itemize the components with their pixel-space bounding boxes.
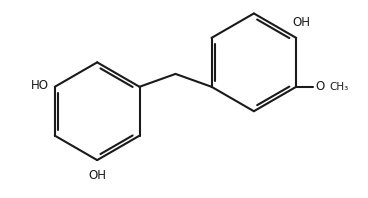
Text: OH: OH xyxy=(88,169,106,182)
Text: O: O xyxy=(315,80,325,93)
Text: HO: HO xyxy=(31,79,49,92)
Text: OH: OH xyxy=(292,16,310,29)
Text: CH₃: CH₃ xyxy=(330,82,349,92)
